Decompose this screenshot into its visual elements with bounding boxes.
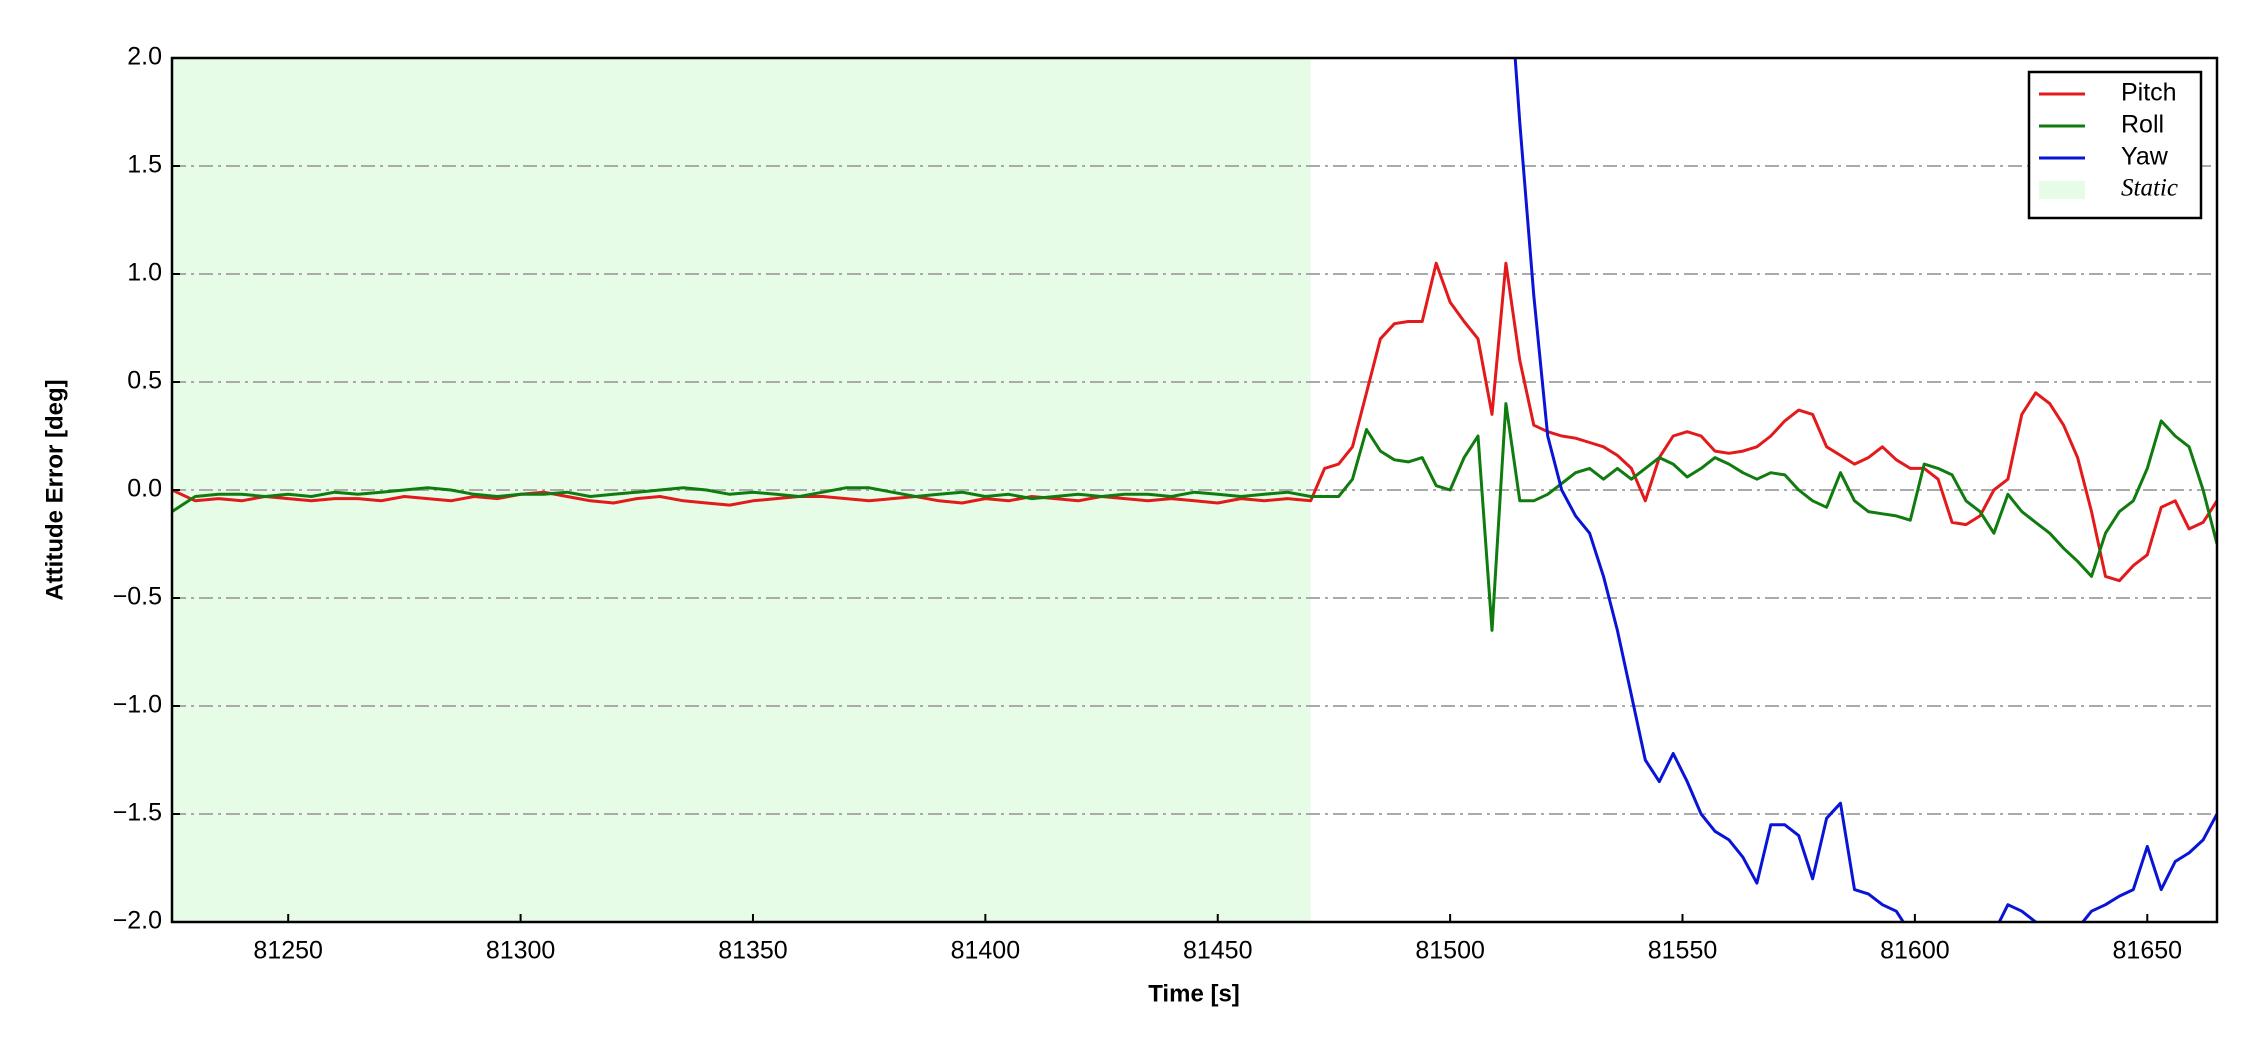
series-line <box>172 402 2217 632</box>
y-tick-label: −1.5 <box>113 799 162 827</box>
x-tick-label: 81450 <box>1183 937 1253 965</box>
legend-label: Pitch <box>2121 79 2177 107</box>
x-tick-label: 81600 <box>1880 937 1950 965</box>
axes: −2.0 −1.5 −1.0 −0.5 0.0 0.5 1.0 1.5 2.0 81250 8130… <box>113 43 2182 965</box>
legend-label: Roll <box>2121 111 2164 139</box>
x-tick-label: 81550 <box>1648 937 1718 965</box>
y-tick-label: 1.5 <box>127 151 162 179</box>
y-tick-label: −2.0 <box>113 907 162 935</box>
y-tick-label: 0.5 <box>127 367 162 395</box>
x-tick-label: 81500 <box>1415 937 1485 965</box>
legend: Pitch Roll Yaw Static <box>2027 70 2203 220</box>
y-tick-label: 0.0 <box>127 475 162 503</box>
series-line <box>172 261 2217 583</box>
x-tick-label: 81400 <box>951 937 1021 965</box>
y-tick-label: 1.0 <box>127 259 162 287</box>
y-tick-label: −1.0 <box>113 691 162 719</box>
x-axis-label: Time [s] <box>1148 980 1240 1007</box>
y-tick-label: −0.5 <box>113 583 162 611</box>
legend-swatch <box>2039 181 2085 199</box>
plot-lines <box>172 58 2217 922</box>
y-axis-label: Attitude Error [deg] <box>41 379 68 600</box>
x-tick-label: 81250 <box>253 937 323 965</box>
series-line <box>1513 58 2217 922</box>
x-tick-label: 81300 <box>486 937 556 965</box>
legend-label: Yaw <box>2121 143 2169 171</box>
x-tick-label: 81650 <box>2113 937 2183 965</box>
x-tick-label: 81350 <box>718 937 788 965</box>
y-tick-label: 2.0 <box>127 43 162 71</box>
legend-label: Static <box>2121 175 2178 202</box>
